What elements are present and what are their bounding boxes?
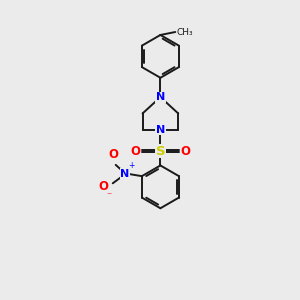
Text: O: O <box>180 145 190 158</box>
Text: O: O <box>131 145 141 158</box>
Text: N: N <box>156 92 165 102</box>
Text: N: N <box>156 125 165 135</box>
Text: +: + <box>128 161 135 170</box>
Text: O: O <box>99 180 109 193</box>
Text: O: O <box>108 148 118 161</box>
Text: S: S <box>156 145 165 158</box>
Text: CH₃: CH₃ <box>176 28 193 37</box>
Text: N: N <box>120 169 129 179</box>
Text: ⁻: ⁻ <box>106 192 111 202</box>
